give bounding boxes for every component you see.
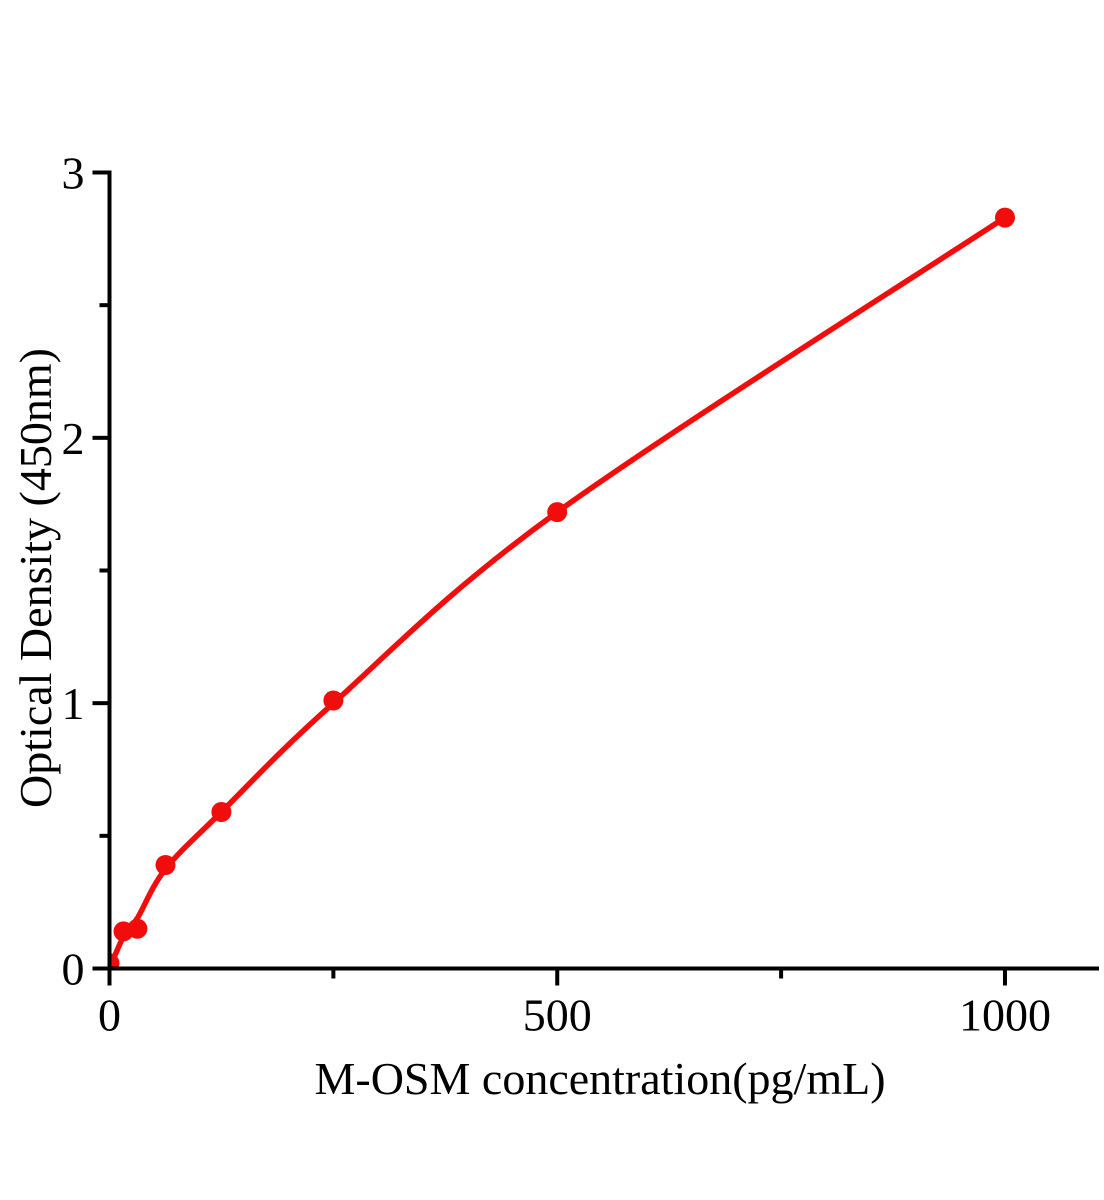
y-tick-label: 0 — [62, 944, 85, 995]
data-point — [127, 918, 148, 939]
data-point — [155, 855, 176, 875]
data-point — [109, 953, 120, 969]
y-axis-title: Optical Density (450nm) — [10, 348, 61, 808]
x-axis-title: M-OSM concentration(pg/mL) — [314, 1053, 886, 1104]
data-point — [547, 502, 568, 523]
y-tick-label: 2 — [62, 413, 85, 464]
x-tick-label: 1000 — [959, 990, 1051, 1041]
x-tick-label: 500 — [523, 990, 592, 1041]
data-point — [323, 690, 344, 711]
standard-curve-line — [109, 214, 1008, 969]
x-tick-label: 0 — [98, 990, 121, 1041]
data-point — [211, 802, 232, 822]
data-points — [109, 207, 1015, 969]
y-tick-label: 3 — [62, 148, 85, 199]
axes — [92, 170, 1099, 986]
data-point — [995, 207, 1015, 228]
y-tick-label: 1 — [62, 678, 85, 729]
